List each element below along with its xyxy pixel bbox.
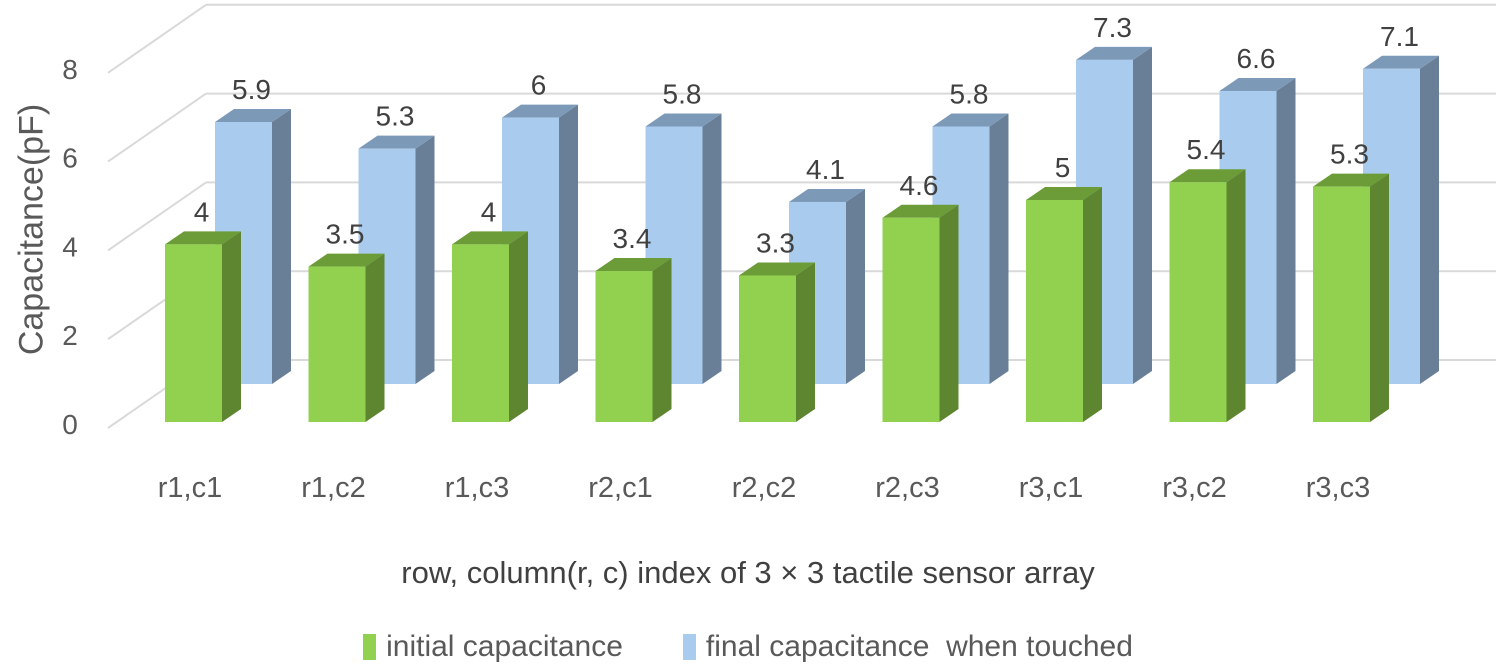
data-label: 5.3 [1330,139,1369,170]
x-tick-label: r2,c1 [588,472,652,504]
legend-label-final: final capacitance when touched [705,630,1133,663]
legend-item-initial: initial capacitance [363,630,623,664]
x-tick-label: r2,c3 [875,472,939,504]
gridline-diagonal [107,3,207,74]
bar-final: 5.3 [358,101,435,384]
data-label: 4.1 [806,154,845,185]
x-tick-label: r1,c1 [158,472,222,504]
data-label: 7.1 [1380,21,1419,52]
data-label: 4 [481,196,497,227]
bar-initial: 5 [1026,152,1102,422]
y-tick-label: 2 [62,320,78,351]
gridline-diagonal [107,181,207,252]
data-label: 3.5 [326,219,365,250]
bar-initial: 3.5 [308,219,385,422]
y-tick-label: 8 [62,54,78,85]
data-label: 4.6 [900,170,939,201]
x-tick-label: r2,c2 [732,472,796,504]
y-tick-label: 4 [62,231,78,262]
legend: initial capacitance final capacitance wh… [0,630,1496,664]
data-label: 5.4 [1187,134,1226,165]
data-label: 5.8 [950,78,989,109]
bar-initial: 3.3 [739,227,815,422]
x-tick-label: r1,c3 [445,472,509,504]
x-tick-label: r3,c1 [1019,472,1083,504]
data-label: 5.8 [663,78,702,109]
data-label: 6 [531,70,547,101]
legend-item-final: final capacitance when touched [682,630,1133,664]
legend-label-initial: initial capacitance [386,630,623,663]
legend-swatch-blue [682,634,696,660]
x-axis-title: row, column(r, c) index of 3 × 3 tactile… [401,555,1095,590]
data-label: 4 [194,196,210,227]
x-tick-label: r3,c3 [1306,472,1370,504]
data-label: 7.3 [1093,12,1132,43]
data-label: 3.4 [613,223,652,254]
bar-initial: 4 [165,196,241,422]
bar-initial: 5.3 [1313,139,1389,422]
bar-final: 5.9 [215,74,291,384]
data-label: 5 [1055,152,1071,183]
y-tick-label: 6 [62,143,78,174]
bar-initial: 4.6 [882,170,959,422]
bar-initial: 4 [452,196,528,422]
data-label: 3.3 [756,227,795,258]
data-label: 5.3 [376,101,415,132]
y-axis-title: Capacitance(pF) [12,103,51,356]
data-label: 6.6 [1237,43,1276,74]
data-label: 5.9 [232,74,271,105]
legend-swatch-green [363,634,377,660]
gridline-diagonal [107,92,207,163]
bar-initial: 5.4 [1169,134,1246,422]
bar-initial: 3.4 [595,223,672,422]
x-tick-label: r3,c2 [1162,472,1226,504]
bar-final: 5.8 [932,78,1009,384]
x-tick-label: r1,c2 [301,472,365,504]
y-tick-label: 0 [62,409,78,440]
